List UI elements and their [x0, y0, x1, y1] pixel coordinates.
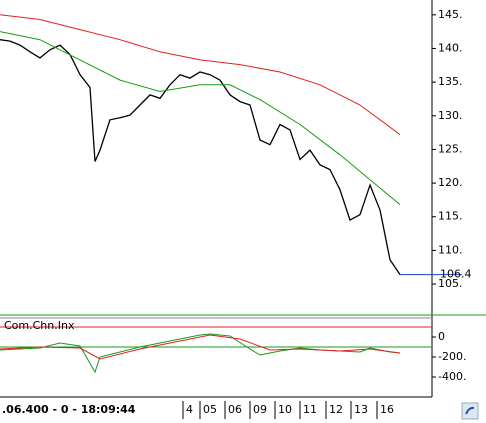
x-tick-label: 09 — [253, 403, 267, 416]
y-tick-label: 110. — [438, 243, 463, 256]
status-bg — [0, 400, 182, 420]
y-tick-label: 125. — [438, 142, 463, 155]
x-tick-label: 13 — [354, 403, 368, 416]
corner-icon[interactable] — [461, 402, 479, 420]
series-line — [0, 39, 401, 275]
x-tick-label: 4 — [186, 403, 193, 416]
y-tick-label: 145. — [438, 8, 463, 21]
last-price-label: 106.4 — [440, 268, 472, 281]
x-tick-label: 05 — [203, 403, 217, 416]
x-tick-label: 11 — [303, 403, 317, 416]
status-text: .06.400 - 0 - 18:09:44 — [2, 403, 136, 416]
y-tick-label: 120. — [438, 176, 463, 189]
y-tick-label: 115. — [438, 210, 463, 223]
series-line — [0, 31, 401, 205]
indicator-title: Com.Chn.Inx — [4, 319, 75, 332]
series-line — [0, 14, 401, 136]
x-tick-label: 12 — [329, 403, 343, 416]
y-tick-label: 130. — [438, 109, 463, 122]
x-tick-label: 16 — [380, 403, 394, 416]
y-tick-label: -400. — [438, 370, 466, 383]
y-tick-label: 135. — [438, 75, 463, 88]
y-tick-label: -200. — [438, 350, 466, 363]
x-tick-label: 10 — [278, 403, 292, 416]
y-tick-label: 105. — [438, 277, 463, 290]
series-line — [0, 334, 401, 360]
corner-icon-glyph — [465, 406, 475, 415]
y-tick-label: 140. — [438, 41, 463, 54]
y-tick-label: 0 — [438, 330, 445, 343]
x-tick-label: 06 — [228, 403, 242, 416]
